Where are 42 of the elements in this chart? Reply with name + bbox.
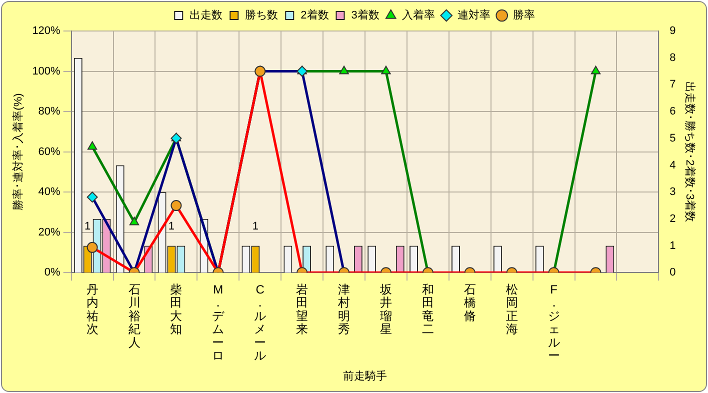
- y-tick-label: 100%: [32, 65, 61, 78]
- y2-tick-label: 7: [670, 78, 676, 91]
- y2-tick-label: 3: [670, 186, 676, 198]
- y2-tick-label: 1: [670, 240, 676, 252]
- x-tick-label: 津村明秀: [337, 282, 350, 336]
- y2-axis-title: 出走数･勝ち数･2着数･3着数: [683, 82, 696, 222]
- x-tick-label: 丹内祐次: [86, 282, 98, 336]
- x-tick-label: 坂井瑠星: [378, 282, 392, 336]
- y2-tick-label: 9: [670, 25, 676, 38]
- y2-tick-label: 0: [670, 266, 676, 279]
- legend-label: 2着数: [300, 8, 329, 22]
- y2-tick-label: 4: [670, 159, 676, 172]
- y2-tick-label: 5: [670, 132, 676, 144]
- x-tick-label: 石川裕紀人: [128, 282, 140, 350]
- x-axis-title: 前走騎手: [343, 369, 388, 382]
- y-tick-label: 0%: [44, 266, 61, 279]
- y-tick-label: 60%: [38, 146, 61, 158]
- y2-tick-label: 8: [670, 52, 676, 64]
- data-label: 1: [252, 220, 258, 232]
- legend-label: 出走数: [190, 8, 223, 22]
- legend-label: 勝ち数: [245, 10, 278, 22]
- legend-label: 勝率: [512, 8, 535, 22]
- y-tick-label: 20%: [38, 226, 61, 238]
- data-label: 1: [168, 220, 175, 232]
- x-tick-label: C．ルメール: [254, 282, 266, 363]
- y-tick-label: 40%: [38, 186, 61, 198]
- data-label: 1: [84, 220, 91, 232]
- y2-tick-label: 6: [670, 106, 676, 118]
- x-tick-label: 柴田大知: [170, 282, 182, 336]
- y-tick-label: 120%: [32, 25, 61, 38]
- x-tick-label: 石橋脩: [464, 282, 476, 323]
- legend-label: 連対率: [457, 8, 490, 22]
- y-tick-label: 80%: [38, 106, 61, 118]
- x-tick-label: 松岡正海: [506, 282, 518, 336]
- y-axis-title: 勝率･連対率･入着率(%): [12, 93, 25, 210]
- x-tick-label: F．ジェルー: [548, 282, 560, 363]
- legend-label: 3着数: [351, 8, 380, 22]
- x-tick-label: M．デムーロ: [212, 282, 226, 363]
- x-tick-label: 和田竜二: [422, 282, 434, 336]
- x-tick-label: 岩田望来: [296, 282, 308, 336]
- y2-tick-label: 2: [670, 212, 676, 225]
- legend-label: 入着率: [402, 8, 435, 22]
